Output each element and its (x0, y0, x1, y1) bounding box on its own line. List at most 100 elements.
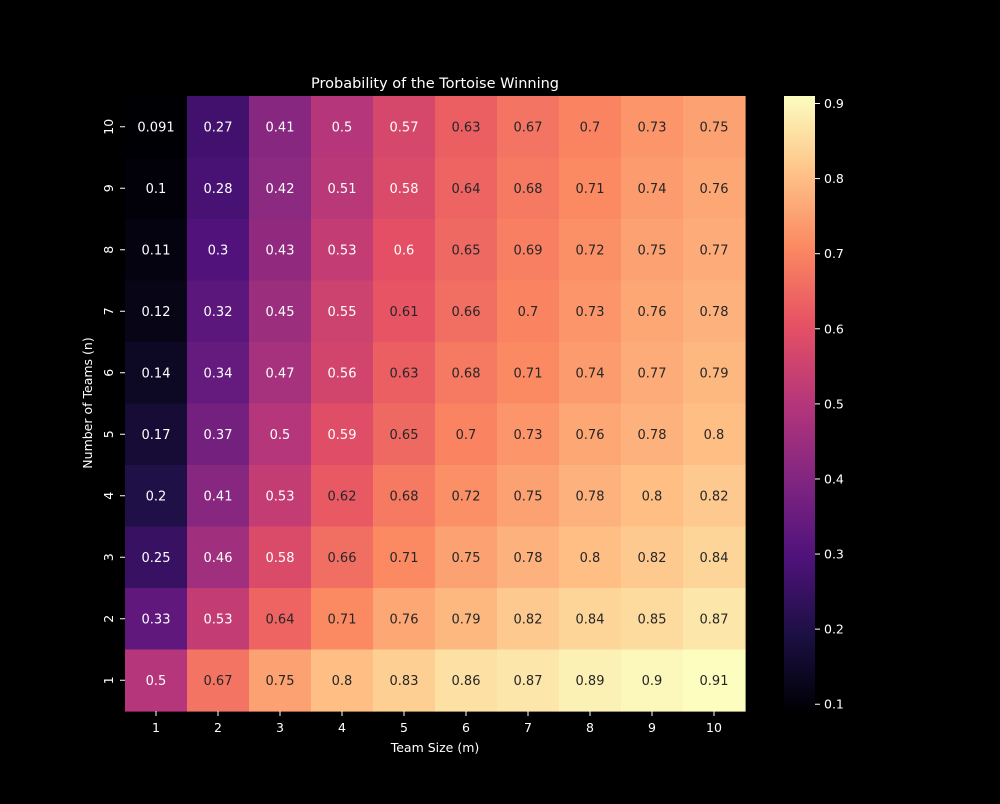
heatmap-cell (311, 280, 374, 343)
cell-value-label: 0.71 (576, 182, 605, 197)
heatmap-cell (435, 96, 498, 159)
cell-value-label: 0.75 (266, 674, 295, 689)
heatmap-cell (435, 465, 498, 528)
heatmap-cell (559, 526, 622, 589)
heatmap-cell (559, 649, 622, 712)
x-tick-label: 8 (586, 720, 594, 735)
heatmap-cell (683, 342, 746, 405)
cell-value-label: 0.69 (514, 243, 543, 258)
heatmap-cell (621, 157, 684, 220)
cell-value-label: 0.37 (204, 428, 233, 443)
cell-value-label: 0.89 (576, 674, 605, 689)
cell-value-label: 0.76 (638, 305, 667, 320)
heatmap-cell (497, 526, 560, 589)
heatmap-cell (187, 649, 250, 712)
heatmap-cell (435, 219, 498, 282)
cell-value-label: 0.5 (270, 428, 291, 443)
y-tick-label: 7 (101, 307, 116, 315)
heatmap-cell (311, 219, 374, 282)
cell-value-label: 0.58 (266, 551, 295, 566)
cell-value-label: 0.74 (576, 366, 605, 381)
heatmap-cell (373, 96, 436, 159)
heatmap-cell (187, 526, 250, 589)
cell-value-label: 0.53 (328, 243, 357, 258)
heatmap-cell (559, 342, 622, 405)
cell-value-label: 0.67 (514, 120, 543, 135)
cell-value-label: 0.41 (204, 489, 233, 504)
heatmap-cell (311, 342, 374, 405)
cell-value-label: 0.65 (452, 243, 481, 258)
heatmap-cells: 0.091 0.27 0.41 0.5 0.57 0.63 0.67 0.7 0.73 0.75 0… (125, 96, 746, 712)
cell-value-label: 0.79 (700, 366, 729, 381)
heatmap-cell (125, 157, 188, 220)
heatmap-cell (559, 280, 622, 343)
cell-value-label: 0.67 (204, 674, 233, 689)
cell-value-label: 0.82 (638, 551, 667, 566)
y-tick-label: 3 (101, 553, 116, 561)
heatmap-cell (187, 588, 250, 651)
heatmap-cell (125, 96, 188, 159)
cell-value-label: 0.8 (332, 674, 353, 689)
heatmap-cell (683, 465, 746, 528)
heatmap-cell (683, 157, 746, 220)
cell-value-label: 0.59 (328, 428, 357, 443)
heatmap-cell (683, 526, 746, 589)
heatmap-cell (125, 526, 188, 589)
heatmap-cell (373, 157, 436, 220)
heatmap-cell (559, 465, 622, 528)
colorbar-tick-label: 0.4 (824, 471, 844, 486)
heatmap-cell (435, 342, 498, 405)
x-tick-label: 1 (152, 720, 160, 735)
colorbar-ticks: 0.1 0.2 0.3 0.4 0.5 0.6 0.7 0.8 0.9 (815, 96, 844, 712)
heatmap-cell (435, 403, 498, 466)
cell-value-label: 0.25 (142, 551, 171, 566)
heatmap-cell (497, 157, 560, 220)
cell-value-label: 0.73 (576, 305, 605, 320)
heatmap-cell (125, 588, 188, 651)
y-tick-label: 1 (101, 676, 116, 684)
cell-value-label: 0.33 (142, 612, 171, 627)
cell-value-label: 0.46 (204, 551, 233, 566)
heatmap-cell (249, 219, 312, 282)
cell-value-label: 0.11 (142, 243, 171, 258)
heatmap-cell (683, 96, 746, 159)
heatmap-cell (683, 219, 746, 282)
heatmap-cell (373, 403, 436, 466)
cell-value-label: 0.68 (390, 489, 419, 504)
cell-value-label: 0.74 (638, 182, 667, 197)
heatmap-cell (249, 157, 312, 220)
heatmap-cell (621, 588, 684, 651)
cell-value-label: 0.77 (638, 366, 667, 381)
cell-value-label: 0.41 (266, 120, 295, 135)
cell-value-label: 0.82 (700, 489, 729, 504)
cell-value-label: 0.82 (514, 612, 543, 627)
cell-value-label: 0.62 (328, 489, 357, 504)
heatmap-cell (621, 403, 684, 466)
cell-value-label: 0.71 (390, 551, 419, 566)
heatmap-cell (497, 219, 560, 282)
heatmap-cell (559, 588, 622, 651)
cell-value-label: 0.76 (700, 182, 729, 197)
heatmap-cell (249, 342, 312, 405)
heatmap-cell (497, 342, 560, 405)
cell-value-label: 0.76 (576, 428, 605, 443)
heatmap-cell (497, 403, 560, 466)
colorbar-tick-label: 0.3 (824, 547, 844, 562)
heatmap-cell (373, 342, 436, 405)
cell-value-label: 0.34 (204, 366, 233, 381)
colorbar-tick-label: 0.5 (824, 396, 844, 411)
heatmap-cell (311, 649, 374, 712)
cell-value-label: 0.78 (576, 489, 605, 504)
cell-value-label: 0.75 (514, 489, 543, 504)
y-axis-label: Number of Teams (n) (80, 337, 95, 468)
cell-value-label: 0.56 (328, 366, 357, 381)
cell-value-label: 0.7 (456, 428, 477, 443)
heatmap-cell (621, 649, 684, 712)
cell-value-label: 0.86 (452, 674, 481, 689)
heatmap-cell (249, 403, 312, 466)
cell-value-label: 0.78 (700, 305, 729, 320)
cell-value-label: 0.5 (146, 674, 167, 689)
cell-value-label: 0.27 (204, 120, 233, 135)
heatmap-cell (125, 280, 188, 343)
heatmap-cell (683, 403, 746, 466)
